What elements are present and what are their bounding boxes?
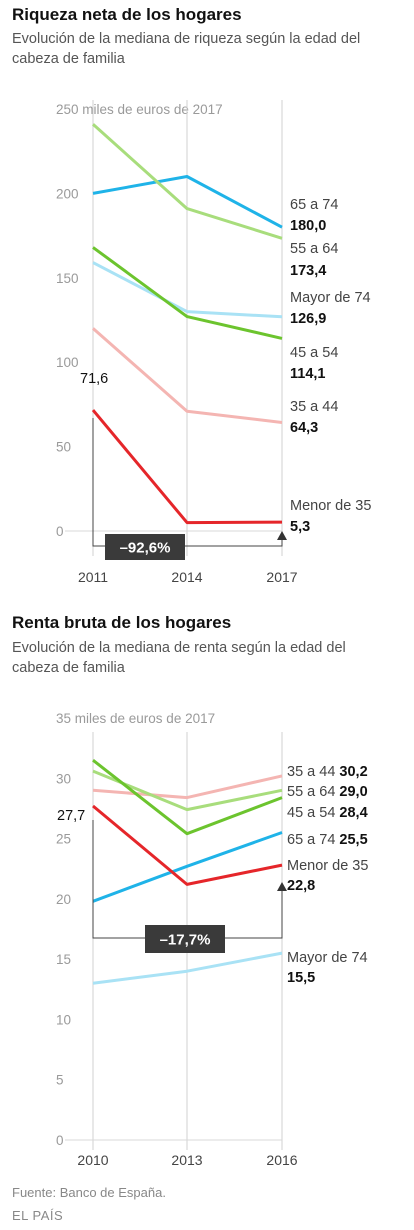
source-note: Fuente: Banco de España. — [12, 1185, 166, 1200]
series-end-value: 126,9 — [290, 311, 326, 327]
x-tick-label: 2011 — [78, 569, 108, 585]
chart2-title: Renta bruta de los hogares — [12, 613, 232, 632]
series-end-value: 5,3 — [290, 519, 310, 535]
x-tick-label: 2013 — [171, 1152, 202, 1168]
y-tick-label: 25 — [56, 832, 71, 847]
change-arrow-head — [277, 531, 287, 540]
series-label: Menor de 35 — [290, 498, 371, 514]
series-label: 55 a 64 — [290, 241, 338, 257]
series-label: 35 a 44 — [290, 399, 338, 415]
series-label: 35 a 44 30,2 — [287, 764, 368, 780]
series-end-value: 64,3 — [290, 420, 318, 436]
y-tick-label: 0 — [56, 524, 64, 539]
chart1-subtitle: Evolución de la mediana de riqueza según… — [12, 31, 361, 67]
y-tick-label: 35 miles de euros de 2017 — [56, 711, 215, 726]
series-label: 65 a 74 — [290, 197, 338, 213]
series-line-menor-de-35 — [92, 804, 283, 886]
series-line-mayor-de-74 — [92, 951, 283, 985]
start-value-label: 71,6 — [80, 371, 108, 387]
series-end-value: 28,4 — [339, 805, 367, 821]
x-tick-label: 2014 — [171, 569, 202, 585]
series-end-value: 15,5 — [287, 970, 315, 986]
series-end-value: 180,0 — [290, 218, 326, 234]
series-line-menor-de-35 — [91, 409, 283, 525]
y-tick-label: 100 — [56, 355, 79, 370]
change-bracket — [92, 418, 283, 547]
x-tick-label: 2010 — [77, 1152, 108, 1168]
y-tick-label: 10 — [56, 1012, 71, 1027]
change-badge — [105, 534, 185, 560]
y-tick-label: 150 — [56, 271, 79, 286]
series-label: 45 a 54 28,4 — [287, 805, 368, 821]
series-end-value: 29,0 — [339, 784, 367, 800]
series-line-mayor-de-74 — [92, 261, 283, 319]
series-label: 45 a 54 — [290, 345, 338, 361]
y-tick-label: 250 miles de euros de 2017 — [56, 102, 223, 117]
series-line-45-a-54 — [92, 246, 283, 340]
change-badge — [145, 925, 225, 953]
y-tick-label: 15 — [56, 952, 71, 967]
series-label: Mayor de 74 — [290, 290, 371, 306]
series-line-55-a-64 — [91, 123, 283, 240]
series-end-value: 22,8 — [287, 878, 315, 894]
series-line-65-a-74 — [92, 175, 283, 229]
series-line-35-a-44 — [92, 774, 283, 800]
series-line-35-a-44 — [92, 327, 283, 424]
change-badge-text: –92,6% — [120, 540, 171, 557]
x-tick-label: 2017 — [266, 569, 297, 585]
start-value-label: 27,7 — [57, 808, 85, 824]
series-line-65-a-74 — [92, 831, 283, 903]
publisher-logo: EL PAÍS — [12, 1208, 64, 1223]
chart1-title: Riqueza neta de los hogares — [12, 5, 242, 24]
y-tick-label: 20 — [56, 892, 71, 907]
series-end-value: 25,5 — [339, 832, 367, 848]
series-label: Menor de 35 — [287, 858, 368, 874]
y-tick-label: 200 — [56, 186, 79, 201]
x-tick-label: 2016 — [266, 1152, 297, 1168]
chart2-subtitle: Evolución de la mediana de renta según l… — [12, 640, 346, 676]
change-badge-text: –17,7% — [160, 932, 211, 949]
series-label: 55 a 64 29,0 — [287, 784, 368, 800]
chart1-wealth-line-chart: 0 50 100 150 200 250 miles de euros de 2017 20… — [56, 100, 371, 585]
series-label: 65 a 74 25,5 — [287, 832, 368, 848]
y-tick-label: 30 — [56, 771, 71, 786]
y-tick-label: 5 — [56, 1073, 64, 1088]
y-tick-label: 0 — [56, 1133, 64, 1148]
series-end-value: 30,2 — [339, 764, 367, 780]
change-arrow-head — [277, 882, 287, 891]
series-end-value: 114,1 — [290, 366, 326, 382]
series-label: Mayor de 74 — [287, 950, 368, 966]
series-end-value: 173,4 — [290, 263, 326, 279]
series-line-45-a-54 — [92, 759, 283, 836]
y-tick-label: 50 — [56, 440, 71, 455]
